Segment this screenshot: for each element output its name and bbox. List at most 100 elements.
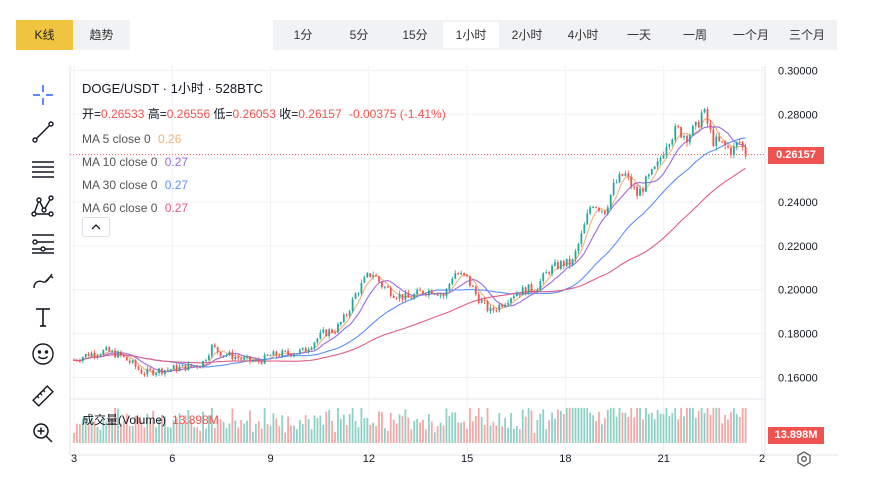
volume-bar [627, 416, 630, 443]
candle-body [269, 355, 272, 357]
interval-15m[interactable]: 15分 [402, 28, 428, 42]
volume-bar [143, 427, 146, 443]
candle-body [674, 126, 677, 140]
emoji-icon[interactable] [28, 339, 58, 369]
trend-line-icon[interactable] [28, 117, 58, 147]
candle-body [709, 123, 712, 130]
candle-body [645, 176, 647, 192]
interval-5m[interactable]: 5分 [349, 28, 369, 42]
candle-body [275, 351, 278, 356]
candle-body [474, 286, 477, 295]
volume-bar [636, 407, 639, 443]
candle-body [686, 135, 688, 143]
candle-body [375, 275, 377, 277]
candle-body [158, 368, 160, 374]
volume-bar [111, 421, 114, 443]
candle-body [392, 296, 395, 298]
volume-bar [366, 417, 369, 443]
interval-1d[interactable]: 一天 [626, 28, 651, 42]
candle-body [298, 349, 301, 354]
candle-body [662, 155, 665, 159]
volume-bar [231, 408, 234, 443]
volume-bar [433, 432, 436, 443]
zoom-in-icon[interactable] [28, 418, 58, 448]
candle-body [633, 186, 636, 188]
interval-2h[interactable]: 2小时 [511, 28, 543, 42]
volume-bar [618, 407, 621, 443]
interval-1w[interactable]: 一周 [682, 28, 707, 42]
volume-bar [386, 430, 389, 443]
candle-body [395, 297, 398, 299]
volume-bar [190, 420, 193, 443]
volume-bar [272, 413, 275, 443]
interval-1h[interactable]: 1小时 [443, 22, 499, 48]
candle-body [477, 294, 480, 303]
candle-body [360, 282, 363, 294]
settings-icon[interactable] [796, 451, 812, 467]
candle-body [624, 173, 627, 176]
volume-bar [486, 407, 489, 443]
volume-bar [266, 424, 269, 443]
brush-icon[interactable] [28, 265, 58, 295]
volume-bar [539, 413, 542, 443]
candle-body [99, 354, 102, 356]
volume-value: 13.898M [172, 413, 219, 427]
interval-4h[interactable]: 4小时 [567, 28, 599, 42]
volume-bar [181, 423, 184, 443]
text-icon[interactable] [28, 302, 58, 332]
volume-bar [322, 424, 325, 443]
volume-bar [416, 418, 419, 443]
volume-bar [381, 412, 383, 443]
volume-bar [469, 407, 471, 443]
pattern-icon[interactable] [28, 191, 58, 221]
volume-bar [348, 413, 351, 443]
fib-levels-icon[interactable] [28, 228, 58, 258]
candle-body [495, 310, 498, 312]
volume-bar [518, 428, 521, 443]
candle-body [184, 364, 187, 371]
candle-body [348, 311, 351, 316]
volume-bar [337, 407, 339, 443]
high-label: 高= [147, 107, 167, 121]
volume-bar [193, 427, 196, 443]
y-tick-label: 0.24000 [778, 197, 818, 209]
volume-bar [492, 421, 495, 443]
candle-body [471, 285, 474, 287]
candle-body [539, 281, 542, 290]
volume-bar [732, 407, 735, 443]
interval-3mo[interactable]: 三个月 [788, 28, 825, 42]
interval-1m[interactable]: 1分 [293, 28, 313, 42]
tab-trend[interactable]: 趋势 [89, 28, 114, 42]
ma5-label: MA 5 close 0 [82, 132, 151, 146]
candle-body [518, 293, 521, 296]
crosshair-icon[interactable] [28, 80, 58, 110]
volume-bar [527, 407, 530, 443]
volume-bar [128, 425, 131, 443]
volume-bar [383, 428, 386, 443]
candle-body [559, 261, 562, 269]
candle-body [730, 147, 732, 156]
volume-bar [169, 427, 172, 443]
volume-bar [205, 428, 207, 443]
candle-body [295, 353, 298, 355]
volume-bar [407, 417, 410, 443]
volume-bar [389, 412, 392, 443]
chart-mode-tabs: K线 趋势 [16, 20, 130, 50]
volume-bar [354, 421, 357, 443]
tab-kline[interactable]: K线 [16, 20, 73, 50]
candle-body [430, 290, 433, 295]
volume-bar [422, 419, 424, 443]
volume-bar [363, 418, 366, 443]
candle-body [436, 293, 439, 296]
collapse-legend-button[interactable] [82, 217, 110, 237]
ruler-icon[interactable] [28, 381, 58, 411]
horizontal-lines-icon[interactable] [28, 154, 58, 184]
volume-bar [436, 426, 439, 443]
candle-body [524, 287, 527, 295]
ma10-legend: MA 10 close 0 0.27 [82, 155, 446, 169]
candle-body [630, 176, 633, 187]
x-tick-label: 3 [71, 453, 77, 465]
candle-body [175, 365, 178, 371]
interval-1mo[interactable]: 一个月 [732, 28, 769, 42]
